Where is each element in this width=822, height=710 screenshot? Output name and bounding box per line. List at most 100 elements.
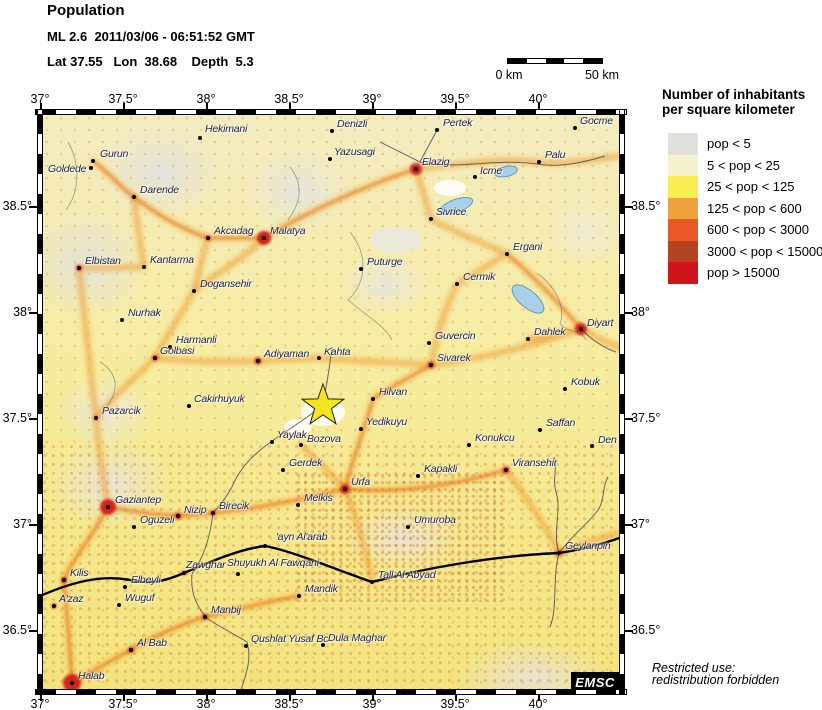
emsc-logo: EMSC	[571, 672, 619, 692]
axis-tick-bottom	[206, 695, 208, 701]
city-label: Halab	[78, 670, 105, 682]
axis-label-left: 37°	[13, 517, 32, 531]
city-label: Elbistan	[85, 255, 121, 267]
axis-label-top: 39°	[362, 92, 382, 106]
city-label: Gocme	[580, 115, 613, 127]
city-dot	[330, 129, 334, 133]
city-label: Elazig	[422, 156, 450, 168]
axis-tick-bottom	[123, 695, 125, 701]
city-label: Yazusagi	[334, 146, 375, 158]
axis-tick-top	[206, 103, 208, 109]
city-label: Icme	[480, 165, 502, 177]
axis-tick-top	[538, 103, 540, 109]
city-label: Oguzeli	[140, 514, 175, 526]
legend-title-line2: per square kilometer	[662, 101, 795, 117]
city-label: Melkis	[304, 492, 333, 504]
scale-segment	[583, 59, 602, 63]
city-label: Diyart	[587, 317, 614, 329]
map-canvas: EMSC Hekimani Denizli Pertek Gocme Gurun Gold…	[40, 112, 622, 692]
city-label: Manbij	[211, 604, 241, 616]
legend-item: 125 < pop < 600	[668, 197, 822, 219]
city-label: Birecik	[219, 500, 250, 512]
city-label: Qushlat Yusaf Bc	[251, 633, 329, 645]
city-dot	[473, 175, 477, 179]
city-dot	[256, 359, 260, 363]
axis-tick-right	[625, 206, 633, 208]
city-dot	[132, 525, 136, 529]
axis-label-bottom: 39°	[362, 697, 382, 710]
city-dot	[142, 265, 146, 269]
city-label: Kantarma	[150, 254, 194, 266]
city-dot	[263, 544, 267, 548]
city-label: Palu	[545, 149, 566, 161]
axis-label-top: 38.5°	[274, 92, 304, 106]
city-label: Konukcu	[475, 432, 515, 444]
city-dot	[328, 157, 332, 161]
city-label: Ergani	[513, 241, 543, 253]
city-dot	[299, 443, 303, 447]
city-dot	[129, 648, 133, 652]
city-label: Hilvan	[379, 386, 407, 398]
city-label: Harmanli	[176, 334, 217, 346]
city-dot	[579, 327, 583, 331]
city-dot	[106, 505, 110, 509]
axis-label-bottom: 38°	[196, 697, 216, 710]
city-label: Al Bab	[137, 637, 167, 649]
map-border-top	[35, 109, 627, 115]
legend-title-line1: Number of inhabitants	[662, 87, 806, 102]
city-label: Kahta	[324, 346, 351, 358]
city-label: Bozova	[307, 433, 341, 445]
scale-segment	[545, 59, 565, 63]
city-label: Yaylak	[277, 429, 307, 441]
axis-label-top: 40°	[528, 92, 548, 106]
city-dot	[429, 363, 433, 367]
city-label: Kilis	[70, 567, 89, 579]
axis-tick-left	[29, 418, 37, 420]
city-label: Pertek	[443, 117, 473, 129]
city-label: Malatya	[270, 225, 306, 237]
city-dot	[77, 266, 81, 270]
city-dot	[117, 603, 121, 607]
city-dot	[211, 511, 215, 515]
usage-restriction: Restricted use: redistribution forbidden	[652, 662, 779, 687]
city-dot	[370, 580, 374, 584]
map-border-left	[37, 109, 43, 695]
axis-tick-top	[123, 103, 125, 109]
city-dot	[187, 404, 191, 408]
axis-label-right: 38°	[631, 305, 650, 319]
event-coordinates: Lat 37.55 Lon 38.68 Depth 5.3	[47, 54, 254, 69]
legend-swatch	[668, 219, 698, 241]
axis-tick-right	[625, 630, 633, 632]
city-label: Umuroba	[414, 514, 456, 526]
city-label: A'zaz	[59, 593, 84, 605]
city-label: Wuguf	[125, 592, 155, 604]
city-dot	[123, 585, 127, 589]
city-label: Cermik	[463, 271, 496, 283]
axis-tick-bottom	[372, 695, 374, 701]
city-dot	[429, 217, 433, 221]
axis-tick-left	[29, 206, 37, 208]
city-label: Sivrice	[436, 206, 467, 218]
axis-label-left: 36.5°	[2, 623, 32, 637]
city-dot	[297, 594, 301, 598]
city-dot	[206, 236, 210, 240]
legend-swatch	[668, 197, 698, 219]
city-label: Akcadag	[214, 225, 254, 237]
city-dot	[455, 282, 459, 286]
city-dot	[359, 267, 363, 271]
legend-item-label: pop > 15000	[707, 265, 780, 281]
city-label: Gaziantep	[115, 494, 162, 506]
axis-label-left: 37.5°	[2, 411, 32, 425]
city-dot	[168, 345, 172, 349]
scale-bar	[507, 58, 603, 64]
city-dot	[504, 468, 508, 472]
axis-tick-top	[289, 103, 291, 109]
city-dot	[270, 440, 274, 444]
city-label: Adiyaman	[264, 348, 310, 360]
legend-item-label: 5 < pop < 25	[707, 157, 781, 173]
axis-label-left: 38.5°	[2, 199, 32, 213]
city-dot	[262, 236, 266, 240]
city-dot	[557, 551, 561, 555]
city-dot	[70, 681, 74, 685]
city-label: Goldede	[48, 163, 87, 175]
